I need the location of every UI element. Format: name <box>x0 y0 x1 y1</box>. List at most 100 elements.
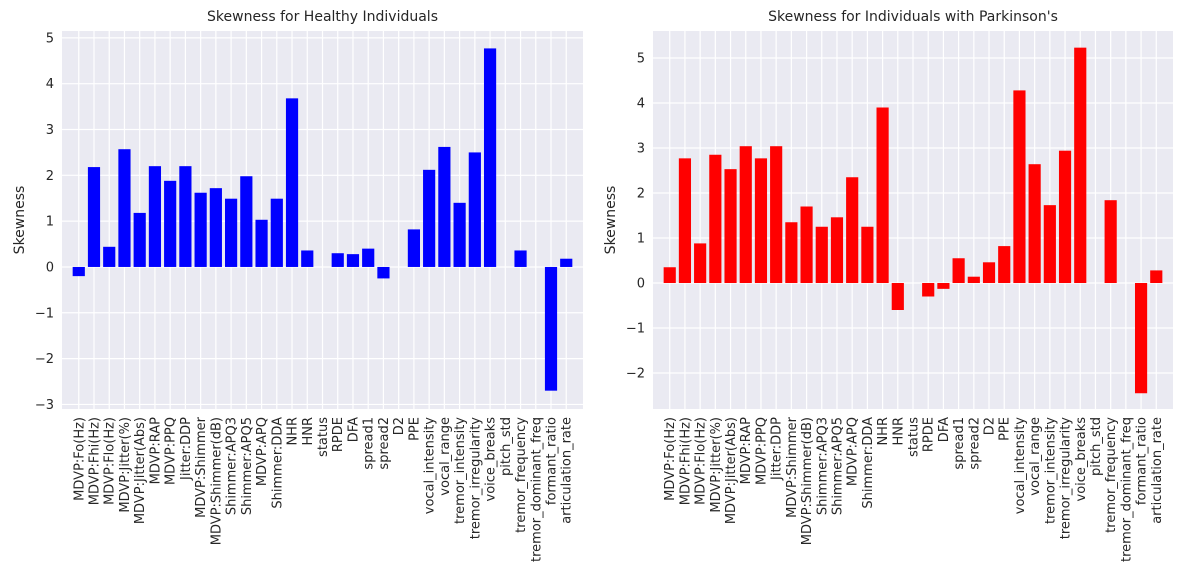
x-tick-label: MDVP:Fhi(Hz) <box>87 417 102 505</box>
bar-spread1 <box>952 258 965 283</box>
x-tick-label: MDVP:Fo(Hz) <box>663 417 678 501</box>
bar-nhr <box>876 107 889 283</box>
bar-mdvp-apq <box>846 177 859 283</box>
y-tick-label: 3 <box>46 123 54 138</box>
x-tick-label: Shimmer:APQ5 <box>240 417 255 515</box>
x-tick-label: pitch_std <box>499 417 514 476</box>
y-tick-label: −3 <box>35 398 54 413</box>
y-tick-label: 4 <box>637 97 645 112</box>
bar-tremor-intensity <box>1043 205 1056 283</box>
y-tick-label: −1 <box>35 306 54 321</box>
x-tick-label: tremor_irregularity <box>1059 417 1074 540</box>
bar-mdvp-fhi-hz- <box>678 158 692 283</box>
x-tick-label: MDVP:PPQ <box>164 417 179 485</box>
x-tick-label: MDVP:APQ <box>846 417 861 486</box>
chart-parkinsons: −2 −1 0 1 2 3 4 5 MDVP:Fo(Hz) MDVP:Fhi(Hz) MDVP:Fl… <box>603 9 1173 562</box>
x-tick-label: D2 <box>983 417 998 435</box>
x-tick-label: vocal_intensity <box>1013 417 1028 515</box>
bar-formant-ratio <box>1134 283 1148 394</box>
x-tick-label: Jitter:DDP <box>770 417 785 481</box>
bar-shimmer-apq3 <box>815 226 828 283</box>
bar-tremor-frequency <box>1104 200 1117 283</box>
bar-hnr <box>891 283 904 310</box>
bar-mdvp-rap <box>148 166 162 267</box>
bar-dfa <box>346 254 360 267</box>
x-tick-label: MDVP:APQ <box>255 417 270 486</box>
y-tick-label: 3 <box>637 142 645 157</box>
x-tick-label: tremor_intensity <box>453 417 468 524</box>
y-tick-label: 1 <box>637 232 645 247</box>
x-tick-label: RPDE <box>331 417 346 452</box>
bar-mdvp-flo-hz- <box>103 246 116 267</box>
x-tick-label: tremor_intensity <box>1043 417 1058 524</box>
x-tick-label: PPE <box>998 417 1013 441</box>
bar-mdvp-jitter- <box>709 154 722 283</box>
y-tick-label: −2 <box>35 352 54 367</box>
x-tick-label: MDVP:Shimmer(dB) <box>800 417 815 545</box>
bar-shimmer-apq3 <box>225 198 238 267</box>
x-tick-label: spread2 <box>967 417 982 470</box>
bar-mdvp-jitter- <box>118 149 131 267</box>
x-tick-label: MDVP:Jitter(Abs) <box>724 417 739 524</box>
bar-spread2 <box>377 266 390 279</box>
x-tick-label: NHR <box>286 417 301 446</box>
x-tick-label: MDVP:RAP <box>739 417 754 485</box>
x-tick-label: tremor_frequency <box>1104 417 1119 533</box>
x-tick-label: MDVP:Jitter(Abs) <box>133 417 148 524</box>
x-tick-label: tremor_dominant_freq <box>1119 417 1134 562</box>
bar-tremor-irregularity <box>1058 150 1072 283</box>
x-tick-label: Shimmer:DDA <box>270 417 285 509</box>
y-tick-label: −1 <box>626 322 645 337</box>
x-tick-label: vocal_intensity <box>423 417 438 515</box>
bar-mdvp-shimmer-db- <box>209 188 222 267</box>
bar-shimmer-dda <box>861 226 874 283</box>
x-tick-label: Shimmer:APQ5 <box>830 417 845 515</box>
x-tick-label: MDVP:Flo(Hz) <box>694 417 709 505</box>
x-tick-label: MDVP:Jitter(%) <box>709 417 724 513</box>
bar-vocal-intensity <box>423 169 436 267</box>
bar-mdvp-flo-hz- <box>694 243 707 283</box>
bar-mdvp-ppq <box>754 158 768 283</box>
x-tick-label: MDVP:RAP <box>148 417 163 485</box>
bar-dfa <box>937 283 950 289</box>
x-tick-label: articulation_rate <box>1150 417 1165 524</box>
bar-mdvp-shimmer <box>785 222 798 283</box>
bar-mdvp-shimmer <box>194 192 207 267</box>
x-tick-label: MDVP:Jitter(%) <box>118 417 133 513</box>
y-tick-label: 2 <box>637 187 645 202</box>
x-tick-label: MDVP:Shimmer <box>194 416 209 518</box>
x-tick-label: spread1 <box>952 417 967 470</box>
bar-hnr <box>301 250 314 267</box>
x-tick-label: formant_ratio <box>1135 417 1150 505</box>
bar-articulation-rate <box>1150 270 1163 283</box>
bar-spread2 <box>967 276 980 283</box>
bar-tremor-irregularity <box>468 152 481 267</box>
x-tick-label: spread2 <box>377 417 392 470</box>
x-tick-label: voice_breaks <box>484 417 499 502</box>
bar-mdvp-shimmer-db- <box>800 206 813 283</box>
bar-formant-ratio <box>544 266 558 391</box>
bar-nhr <box>285 98 299 267</box>
bar-ppe <box>407 229 420 267</box>
x-tick-label: DFA <box>346 417 361 442</box>
bar-mdvp-fhi-hz- <box>87 167 101 267</box>
x-tick-label: tremor_frequency <box>514 417 529 533</box>
bar-vocal-range <box>1028 164 1041 283</box>
x-tick-label: MDVP:Fhi(Hz) <box>678 417 693 505</box>
y-tick-label: 4 <box>46 77 54 92</box>
x-tick-label: status <box>907 417 922 457</box>
bar-vocal-intensity <box>1013 90 1026 284</box>
x-tick-label: RPDE <box>922 417 937 452</box>
x-tick-label: pitch_std <box>1089 417 1104 476</box>
x-tick-label: tremor_dominant_freq <box>529 417 544 562</box>
x-tick-label: MDVP:PPQ <box>754 417 769 485</box>
x-tick-label: articulation_rate <box>560 417 575 524</box>
y-tick-label: 0 <box>46 260 54 275</box>
y-tick-label: 1 <box>46 215 54 230</box>
bar-mdvp-rap <box>739 146 752 283</box>
y-axis-label: Skewness <box>12 186 28 255</box>
y-tick-label: −2 <box>626 367 645 382</box>
x-tick-label: MDVP:Flo(Hz) <box>103 417 118 505</box>
bar-mdvp-fo-hz- <box>663 267 676 283</box>
